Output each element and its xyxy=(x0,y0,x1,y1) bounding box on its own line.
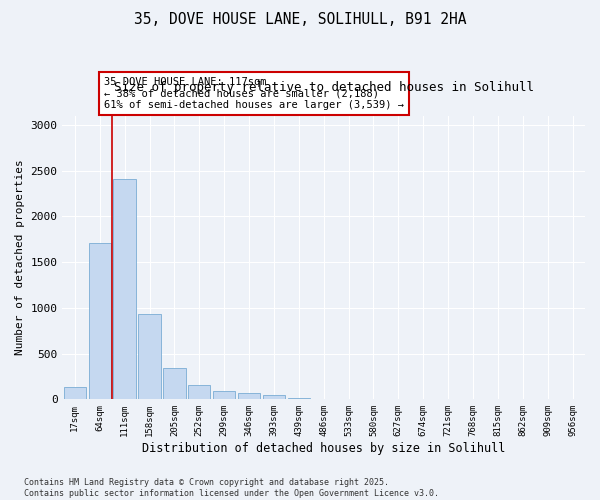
Bar xyxy=(238,394,260,400)
Bar xyxy=(213,391,235,400)
Bar xyxy=(89,243,111,400)
Bar xyxy=(113,179,136,400)
X-axis label: Distribution of detached houses by size in Solihull: Distribution of detached houses by size … xyxy=(142,442,505,455)
Bar xyxy=(163,368,185,400)
Bar xyxy=(188,385,211,400)
Title: Size of property relative to detached houses in Solihull: Size of property relative to detached ho… xyxy=(114,81,534,94)
Bar xyxy=(64,388,86,400)
Text: 35, DOVE HOUSE LANE, SOLIHULL, B91 2HA: 35, DOVE HOUSE LANE, SOLIHULL, B91 2HA xyxy=(134,12,466,28)
Bar xyxy=(287,398,310,400)
Bar xyxy=(263,395,285,400)
Text: 35 DOVE HOUSE LANE: 117sqm
← 38% of detached houses are smaller (2,188)
61% of s: 35 DOVE HOUSE LANE: 117sqm ← 38% of deta… xyxy=(104,77,404,110)
Text: Contains HM Land Registry data © Crown copyright and database right 2025.
Contai: Contains HM Land Registry data © Crown c… xyxy=(24,478,439,498)
Bar xyxy=(139,314,161,400)
Y-axis label: Number of detached properties: Number of detached properties xyxy=(15,160,25,356)
